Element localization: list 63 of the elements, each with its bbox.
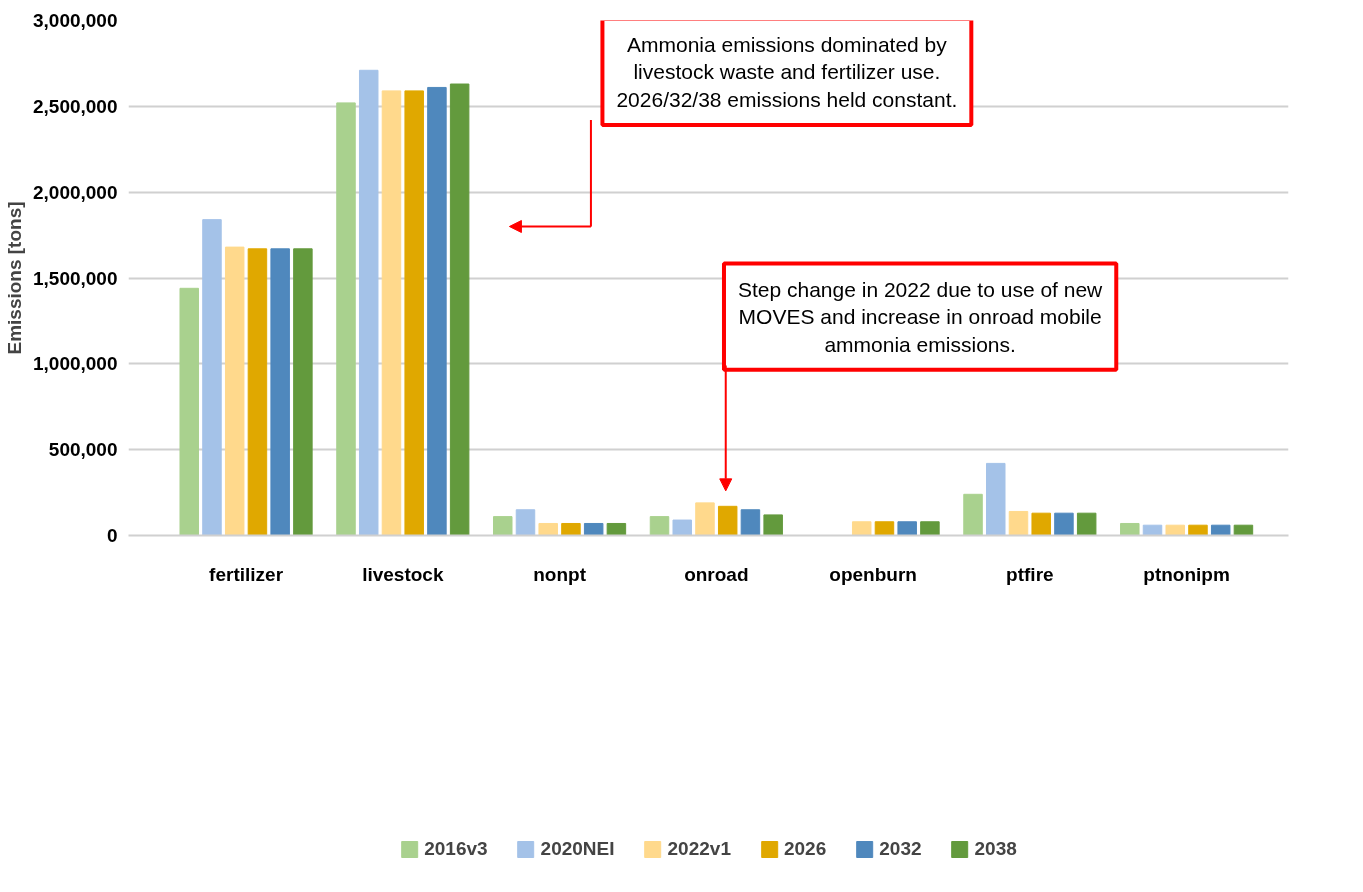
bar — [851, 521, 872, 536]
bar — [1031, 512, 1051, 536]
bar — [1008, 510, 1029, 536]
bar — [1188, 524, 1208, 536]
legend-label: 2038 — [974, 838, 1017, 860]
bar — [717, 505, 738, 536]
bar — [672, 519, 692, 536]
bar — [336, 102, 356, 536]
x-tick-label: nonpt — [533, 563, 587, 585]
y-tick-label: 1,000,000 — [32, 353, 118, 375]
legend-label: 2026 — [783, 838, 827, 860]
bar — [493, 516, 513, 536]
x-tick-label: ptnonipm — [1143, 563, 1230, 585]
y-tick-label: 2,500,000 — [32, 95, 118, 117]
x-tick-label: onroad — [684, 563, 749, 585]
bar — [449, 83, 470, 536]
y-tick-label: 2,000,000 — [32, 181, 118, 203]
x-tick-label: openburn — [829, 563, 917, 585]
bar — [763, 514, 783, 536]
bar — [270, 248, 290, 536]
legend-label: 2016v3 — [424, 838, 488, 860]
bar — [963, 493, 983, 536]
bar — [583, 522, 604, 536]
y-axis-title: Emissions [tons] — [3, 201, 25, 355]
bar — [224, 246, 245, 536]
bar — [1120, 522, 1140, 536]
bar — [538, 522, 558, 536]
y-tick-label: 1,500,000 — [32, 267, 118, 289]
bar — [1210, 524, 1231, 536]
bar — [293, 248, 313, 536]
bar — [1165, 524, 1185, 536]
legend-label: 2022v1 — [667, 838, 731, 860]
bar — [649, 516, 670, 536]
x-tick-label: fertilizer — [209, 563, 284, 585]
annotation: Ammonia emissions dominated by livestock waste and fertilizer use. 2026/32/38 emissions held constant. — [616, 32, 958, 112]
bar — [358, 69, 379, 536]
bar — [515, 509, 536, 536]
bar — [561, 522, 581, 536]
bar — [897, 521, 917, 536]
bar — [740, 509, 761, 536]
bar — [404, 90, 424, 536]
x-tick-label: ptfire — [1006, 563, 1054, 585]
x-tick-label: livestock — [362, 563, 444, 585]
bar — [247, 248, 268, 536]
y-tick-label: 0 — [106, 525, 118, 546]
bar — [920, 521, 940, 536]
bar — [1076, 512, 1097, 536]
bar — [986, 462, 1006, 536]
bar — [427, 86, 447, 536]
y-tick-label: 3,000,000 — [32, 10, 118, 31]
annotation: Step change in 2022 due to use of new MOVES and increase in onroad mobile ammonia emissions. — [737, 277, 1104, 356]
bar — [179, 287, 199, 536]
y-tick-label: 500,000 — [48, 439, 118, 461]
bar — [606, 522, 627, 536]
bar — [874, 521, 895, 536]
bar — [1142, 524, 1163, 536]
bar — [1233, 524, 1254, 536]
bar — [202, 219, 222, 536]
bar — [1054, 512, 1074, 536]
bar — [695, 502, 715, 536]
bar — [381, 90, 402, 536]
legend-label: 2032 — [879, 838, 922, 860]
legend-label: 2020NEI — [540, 838, 615, 860]
